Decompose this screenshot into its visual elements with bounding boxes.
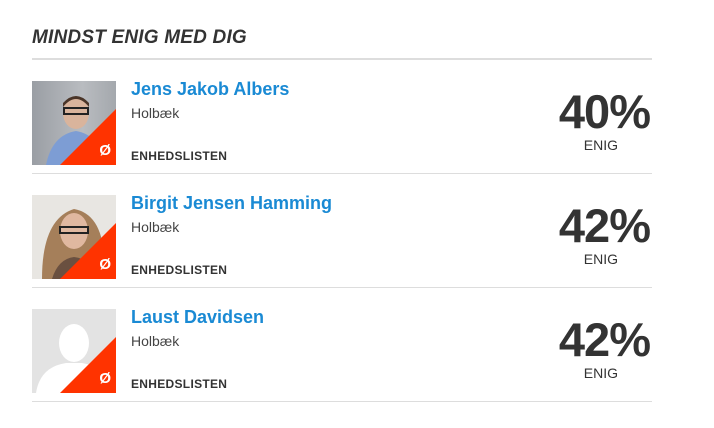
candidate-photo-placeholder[interactable]: Ø [32,309,116,393]
candidate-name[interactable]: Laust Davidsen [131,307,265,327]
candidate-photo[interactable]: Ø [32,81,116,165]
candidate-row[interactable]: Ø Birgit Jensen Hamming Holbæk ENHEDSLIS… [32,174,652,288]
party-badge [60,337,116,393]
candidate-name[interactable]: Jens Jakob Albers [131,79,290,99]
divider [32,58,652,60]
candidate-photo[interactable]: Ø [32,195,116,279]
party-letter: Ø [99,256,111,273]
party-letter: Ø [99,142,111,159]
candidate-city: Holbæk [131,333,180,349]
party-badge [60,223,116,279]
candidate-row[interactable]: Ø Jens Jakob Albers Holbæk ENHEDSLISTEN … [32,60,652,174]
section-title: MINDST ENIG MED DIG [32,27,247,48]
agreement-label: ENIG [583,365,618,381]
agreement-percent: 42% [558,313,651,366]
candidate-city: Holbæk [131,219,180,235]
candidate-party: ENHEDSLISTEN [131,263,228,277]
candidate-city: Holbæk [131,105,180,121]
agreement-label: ENIG [583,251,618,267]
candidate-name[interactable]: Birgit Jensen Hamming [131,193,333,213]
candidate-row[interactable]: Ø Laust Davidsen Holbæk ENHEDSLISTEN 42%… [32,288,652,402]
agreement-label: ENIG [583,137,618,153]
candidate-party: ENHEDSLISTEN [131,149,228,163]
agreement-percent: 42% [558,199,651,252]
candidate-party: ENHEDSLISTEN [131,377,228,391]
party-badge [60,109,116,165]
party-letter: Ø [99,370,111,387]
agreement-percent: 40% [558,85,651,138]
